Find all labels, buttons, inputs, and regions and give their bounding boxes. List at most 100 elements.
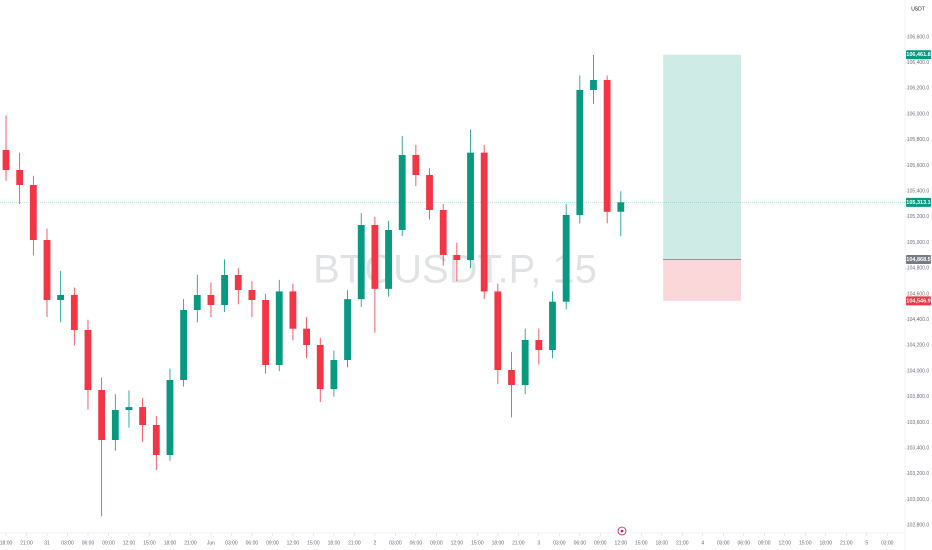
x-tick-label: 21:00 <box>348 540 361 546</box>
y-tick-label: 104,000.0 <box>907 368 929 374</box>
x-tick-label: 12:00 <box>451 540 464 546</box>
candle-body <box>29 184 37 240</box>
y-tick-label: 104,400.0 <box>907 317 929 323</box>
stop-loss-tag-label: 104,546.9 <box>906 298 930 304</box>
x-tick-label: 21:00 <box>840 540 853 546</box>
x-tick-label: 5 <box>865 540 868 546</box>
watermark: BTCUSDT.P, 15 <box>313 248 597 292</box>
x-tick-label: 4 <box>701 540 704 546</box>
y-tick-label: 105,400.0 <box>907 189 929 195</box>
candle-body <box>603 79 611 212</box>
candle-body <box>480 152 488 292</box>
x-tick-label: 06:00 <box>410 540 423 546</box>
x-tick-label: 15:00 <box>799 540 812 546</box>
x-tick-label: 03:00 <box>225 540 238 546</box>
x-tick-label: 03:00 <box>61 540 74 546</box>
candle-body <box>576 89 584 215</box>
x-tick-label: 12:00 <box>123 540 136 546</box>
candle-body <box>426 174 433 211</box>
y-tick-label: 103,000.0 <box>907 497 929 503</box>
candle-body <box>371 224 379 289</box>
candle-body <box>248 289 256 301</box>
x-tick-label: 12:00 <box>287 540 300 546</box>
x-tick-label: 21:00 <box>20 540 33 546</box>
y-tick-label: 104,800.0 <box>907 266 929 272</box>
take-profit-tag <box>906 50 931 60</box>
x-tick-label: 31 <box>44 540 50 546</box>
x-tick-label: 18:00 <box>656 540 669 546</box>
candle-body <box>316 345 324 390</box>
x-tick-label: 21:00 <box>184 540 197 546</box>
candle-body <box>303 328 310 346</box>
candle-body <box>330 360 338 390</box>
y-tick-label: 105,800.0 <box>907 137 929 143</box>
candle-body <box>412 155 420 175</box>
candle-body <box>221 274 229 306</box>
y-tick-label: 103,800.0 <box>907 394 929 400</box>
candle-body <box>385 229 392 289</box>
x-tick-label: 03:00 <box>553 540 566 546</box>
y-tick-label: 105,000.0 <box>907 240 929 246</box>
currency-label: USDT <box>911 6 925 12</box>
x-tick-label: 06:00 <box>574 540 587 546</box>
candle-body <box>535 339 543 351</box>
y-tick-label: 103,400.0 <box>907 446 929 452</box>
candle-body <box>453 255 461 261</box>
candle-body <box>617 202 625 212</box>
candle-body <box>467 152 474 261</box>
x-tick-label: 18:00 <box>0 540 12 546</box>
candle-body <box>398 155 406 230</box>
stop-loss-tag <box>906 296 931 306</box>
candle-body <box>494 291 502 371</box>
x-tick-label: 3 <box>537 540 540 546</box>
candle-body <box>521 339 529 385</box>
y-tick-label: 104,600.0 <box>907 291 929 297</box>
x-tick-label: 2 <box>373 540 376 546</box>
last-price-tag <box>906 197 931 207</box>
candle-body <box>562 214 570 302</box>
entry-tag-label: 104,868.5 <box>906 257 930 263</box>
candle-body <box>139 407 147 425</box>
candle-body <box>84 329 92 390</box>
candle-body <box>234 274 242 290</box>
candle-body <box>16 169 24 185</box>
candle-body <box>262 300 270 366</box>
candle-body <box>275 291 283 366</box>
candle-body <box>2 150 10 170</box>
candle-body <box>125 407 133 411</box>
candle-body <box>98 389 106 440</box>
candle-body <box>57 295 65 301</box>
x-tick-label: 09:00 <box>758 540 771 546</box>
x-tick-label: 06:00 <box>738 540 751 546</box>
y-tick-label: 104,200.0 <box>907 343 929 349</box>
y-tick-label: 106,000.0 <box>907 111 929 117</box>
candle-body <box>43 239 51 301</box>
candle-body <box>508 370 515 385</box>
loss-zone <box>663 259 742 301</box>
candle-body <box>344 299 351 361</box>
y-tick-label: 105,200.0 <box>907 214 929 220</box>
x-tick-label: 03:00 <box>717 540 730 546</box>
y-tick-label: 106,400.0 <box>907 60 929 66</box>
x-tick-label: 09:00 <box>430 540 443 546</box>
profit-zone <box>663 54 742 260</box>
y-tick-label: 103,200.0 <box>907 471 929 477</box>
x-tick-label: Jun <box>207 540 215 546</box>
entry-tag <box>906 255 931 265</box>
x-tick-label: 09:00 <box>266 540 279 546</box>
x-tick-label: 21:00 <box>512 540 525 546</box>
x-tick-label: 18:00 <box>164 540 177 546</box>
candle-body <box>289 291 297 329</box>
x-tick-label: 03:00 <box>881 540 894 546</box>
x-tick-label: 18:00 <box>328 540 341 546</box>
x-tick-label: 15:00 <box>307 540 320 546</box>
candle-body <box>549 301 556 351</box>
y-tick-label: 102,800.0 <box>907 523 929 529</box>
y-tick-label: 106,600.0 <box>907 34 929 40</box>
last-price-tag-label: 105,313.1 <box>906 200 930 206</box>
take-profit-tag-label: 106,461.8 <box>906 52 930 58</box>
x-tick-label: 15:00 <box>471 540 484 546</box>
event-icon[interactable] <box>617 526 627 536</box>
